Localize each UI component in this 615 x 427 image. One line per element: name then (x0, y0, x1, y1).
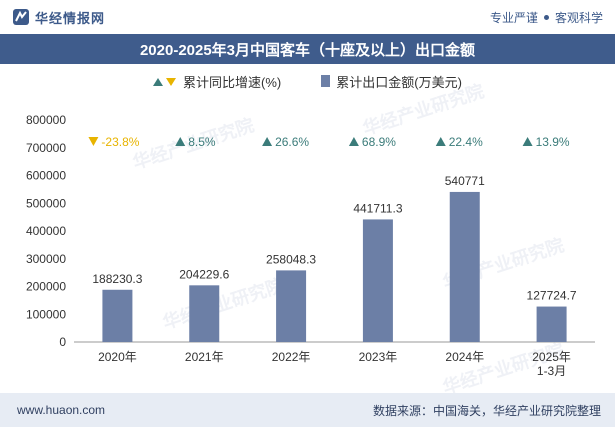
bar-value-label: 127724.7 (527, 289, 577, 303)
growth-up-marker (262, 137, 273, 146)
tagline-right: 客观科学 (554, 10, 603, 25)
tagline: 专业严谨 客观科学 (490, 9, 603, 26)
y-tick-label: 200000 (26, 280, 66, 294)
bar-value-label: 540771 (445, 174, 485, 188)
footer-source: 数据来源：中国海关，华经产业研究院整理 (372, 403, 601, 418)
bar (362, 219, 393, 342)
x-tick-label: 1-3月 (537, 364, 566, 378)
brand-logo-icon (13, 9, 29, 25)
legend-growth-label: 累计同比增速(%) (183, 74, 282, 90)
y-tick-label: 800000 (26, 113, 66, 127)
separator-dot-icon (543, 14, 549, 20)
growth-up-marker (435, 137, 446, 146)
legend-item-growth[interactable]: 累计同比增速(%) (153, 72, 281, 91)
chart-title-bar: 2020-2025年3月中国客车（十座及以上）出口金额 (0, 34, 615, 64)
bar (102, 289, 133, 342)
brand[interactable]: 华经情报网 (12, 8, 105, 27)
tagline-left: 专业严谨 (489, 10, 538, 25)
bar-chart: 0 100000 200000 300000 400000 500000 600000 700… (26, 113, 595, 378)
y-tick-label: 300000 (26, 252, 66, 266)
bar-value-label: 258048.3 (266, 252, 316, 266)
y-tick-label: 600000 (26, 169, 66, 183)
y-tick-label: 500000 (26, 196, 66, 210)
x-tick-label: 2022年 (272, 350, 311, 364)
bar-value-label: 441711.3 (353, 201, 402, 215)
bar-value-label: 188230.3 (92, 272, 142, 286)
bar (189, 285, 220, 342)
x-tick-label: 2023年 (359, 350, 398, 364)
growth-up-marker (522, 137, 533, 146)
x-tick-label: 2021年 (185, 350, 224, 364)
legend: 累计同比增速(%) 累计出口金额(万美元) (0, 70, 615, 92)
legend-growth-markers-icon (153, 78, 177, 86)
brand-name: 华经情报网 (35, 10, 106, 26)
y-tick-label: 100000 (26, 307, 66, 321)
growth-value-label: 26.6% (275, 135, 309, 149)
legend-bar-swatch-icon (321, 75, 331, 87)
y-tick-label: 400000 (26, 224, 66, 238)
legend-export-label: 累计出口金额(万美元) (336, 74, 462, 90)
footer-url[interactable]: www.huaon.com (17, 403, 106, 417)
growth-value-label: 22.4% (449, 135, 483, 149)
footer: www.huaon.com 数据来源：中国海关，华经产业研究院整理 (0, 393, 615, 427)
x-tick-label: 2020年 (98, 350, 137, 364)
x-tick-label: 2024年 (445, 350, 484, 364)
bar (449, 191, 480, 342)
legend-item-export[interactable]: 累计出口金额(万美元) (321, 72, 462, 91)
growth-up-marker (348, 137, 359, 146)
growth-down-marker (88, 137, 99, 146)
growth-value-label: 13.9% (536, 135, 570, 149)
chart-title: 2020-2025年3月中国客车（十座及以上）出口金额 (139, 41, 476, 59)
bar (536, 306, 567, 342)
growth-value-label: -23.8% (101, 135, 139, 149)
growth-up-marker (175, 137, 186, 146)
top-bar: 华经情报网 专业严谨 客观科学 (0, 0, 615, 34)
y-tick-label: 0 (59, 335, 66, 349)
bar (276, 270, 307, 342)
x-tick-label: 2025年 (532, 350, 571, 364)
y-tick-label: 700000 (26, 141, 66, 155)
growth-value-label: 8.5% (188, 135, 216, 149)
bar-value-label: 204229.6 (179, 267, 229, 281)
growth-value-label: 68.9% (362, 135, 396, 149)
